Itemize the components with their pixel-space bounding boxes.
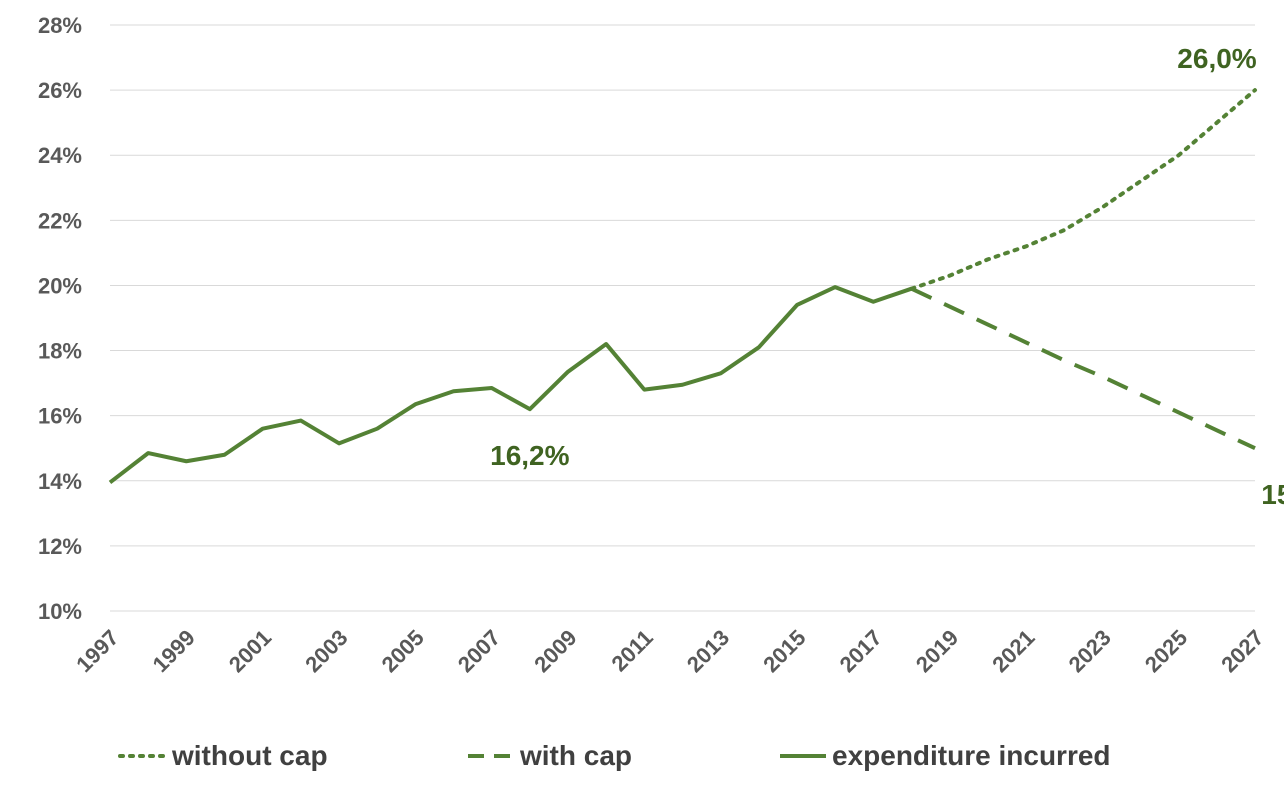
y-tick-label: 26% bbox=[38, 78, 82, 103]
y-tick-label: 16% bbox=[38, 404, 82, 429]
x-tick-label: 2001 bbox=[224, 625, 276, 677]
x-tick-label: 2007 bbox=[453, 625, 505, 677]
x-tick-label: 2009 bbox=[529, 625, 581, 677]
y-tick-label: 12% bbox=[38, 534, 82, 559]
x-tick-label: 2027 bbox=[1216, 625, 1268, 677]
y-tick-label: 18% bbox=[38, 339, 82, 364]
x-tick-label: 2023 bbox=[1064, 625, 1116, 677]
x-tick-label: 1999 bbox=[148, 625, 200, 677]
y-tick-label: 24% bbox=[38, 143, 82, 168]
x-tick-label: 2015 bbox=[758, 625, 810, 677]
y-tick-label: 14% bbox=[38, 469, 82, 494]
data-label: 26,0% bbox=[1177, 43, 1256, 74]
y-tick-label: 28% bbox=[38, 13, 82, 38]
legend-label: without cap bbox=[171, 740, 328, 771]
x-tick-label: 2019 bbox=[911, 625, 963, 677]
x-tick-label: 1997 bbox=[71, 625, 123, 677]
y-tick-label: 10% bbox=[38, 599, 82, 624]
x-tick-label: 2021 bbox=[987, 625, 1039, 677]
series-line bbox=[909, 88, 1257, 291]
series-line bbox=[108, 285, 913, 484]
legend-label: with cap bbox=[519, 740, 632, 771]
series-line bbox=[910, 286, 1256, 451]
x-tick-label: 2013 bbox=[682, 625, 734, 677]
x-tick-label: 2017 bbox=[835, 625, 887, 677]
x-tick-label: 2003 bbox=[300, 625, 352, 677]
x-tick-label: 2005 bbox=[377, 625, 429, 677]
y-tick-label: 20% bbox=[38, 273, 82, 298]
x-tick-label: 2011 bbox=[606, 625, 657, 676]
data-label: 15,0% bbox=[1261, 479, 1284, 510]
y-tick-label: 22% bbox=[38, 208, 82, 233]
x-tick-label: 2025 bbox=[1140, 625, 1192, 677]
legend-label: expenditure incurred bbox=[832, 740, 1111, 771]
data-label: 16,2% bbox=[490, 440, 569, 471]
